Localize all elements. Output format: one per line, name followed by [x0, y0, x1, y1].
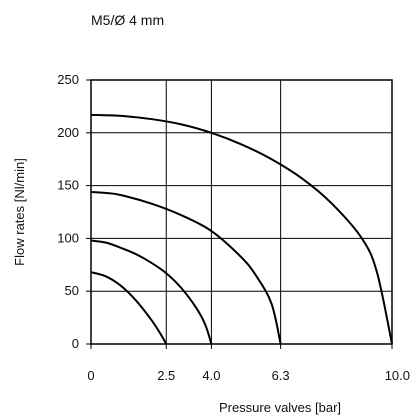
- y-tick-label: 100: [57, 230, 79, 245]
- x-axis-ticks: 0 2.5 4.0 6.3 10.0: [87, 344, 410, 383]
- y-tick-label: 250: [57, 72, 79, 87]
- flow-curve-4: [90, 113, 393, 345]
- x-tick-label: 10.0: [385, 368, 410, 383]
- chart-title: M5/Ø 4 mm: [91, 12, 164, 28]
- flow-curve-1: [90, 271, 168, 345]
- y-axis-ticks: 0 50 100 150 200 250: [57, 72, 91, 351]
- x-tick-label: 2.5: [157, 368, 175, 383]
- x-axis-label: Pressure valves [bar]: [219, 400, 341, 415]
- flow-curve-3: [90, 190, 282, 345]
- y-axis-label: Flow rates [Nl/min]: [12, 158, 27, 266]
- y-tick-label: 50: [65, 283, 79, 298]
- flow-curve-2: [90, 239, 213, 345]
- y-tick-label: 150: [57, 178, 79, 193]
- x-tick-label: 0: [87, 368, 94, 383]
- plot-frame: [90, 79, 393, 345]
- y-tick-label: 200: [57, 125, 79, 140]
- grid: [91, 80, 392, 344]
- x-tick-label: 4.0: [202, 368, 220, 383]
- x-tick-label: 6.3: [272, 368, 290, 383]
- y-tick-label: 0: [72, 336, 79, 351]
- curves: [90, 113, 393, 345]
